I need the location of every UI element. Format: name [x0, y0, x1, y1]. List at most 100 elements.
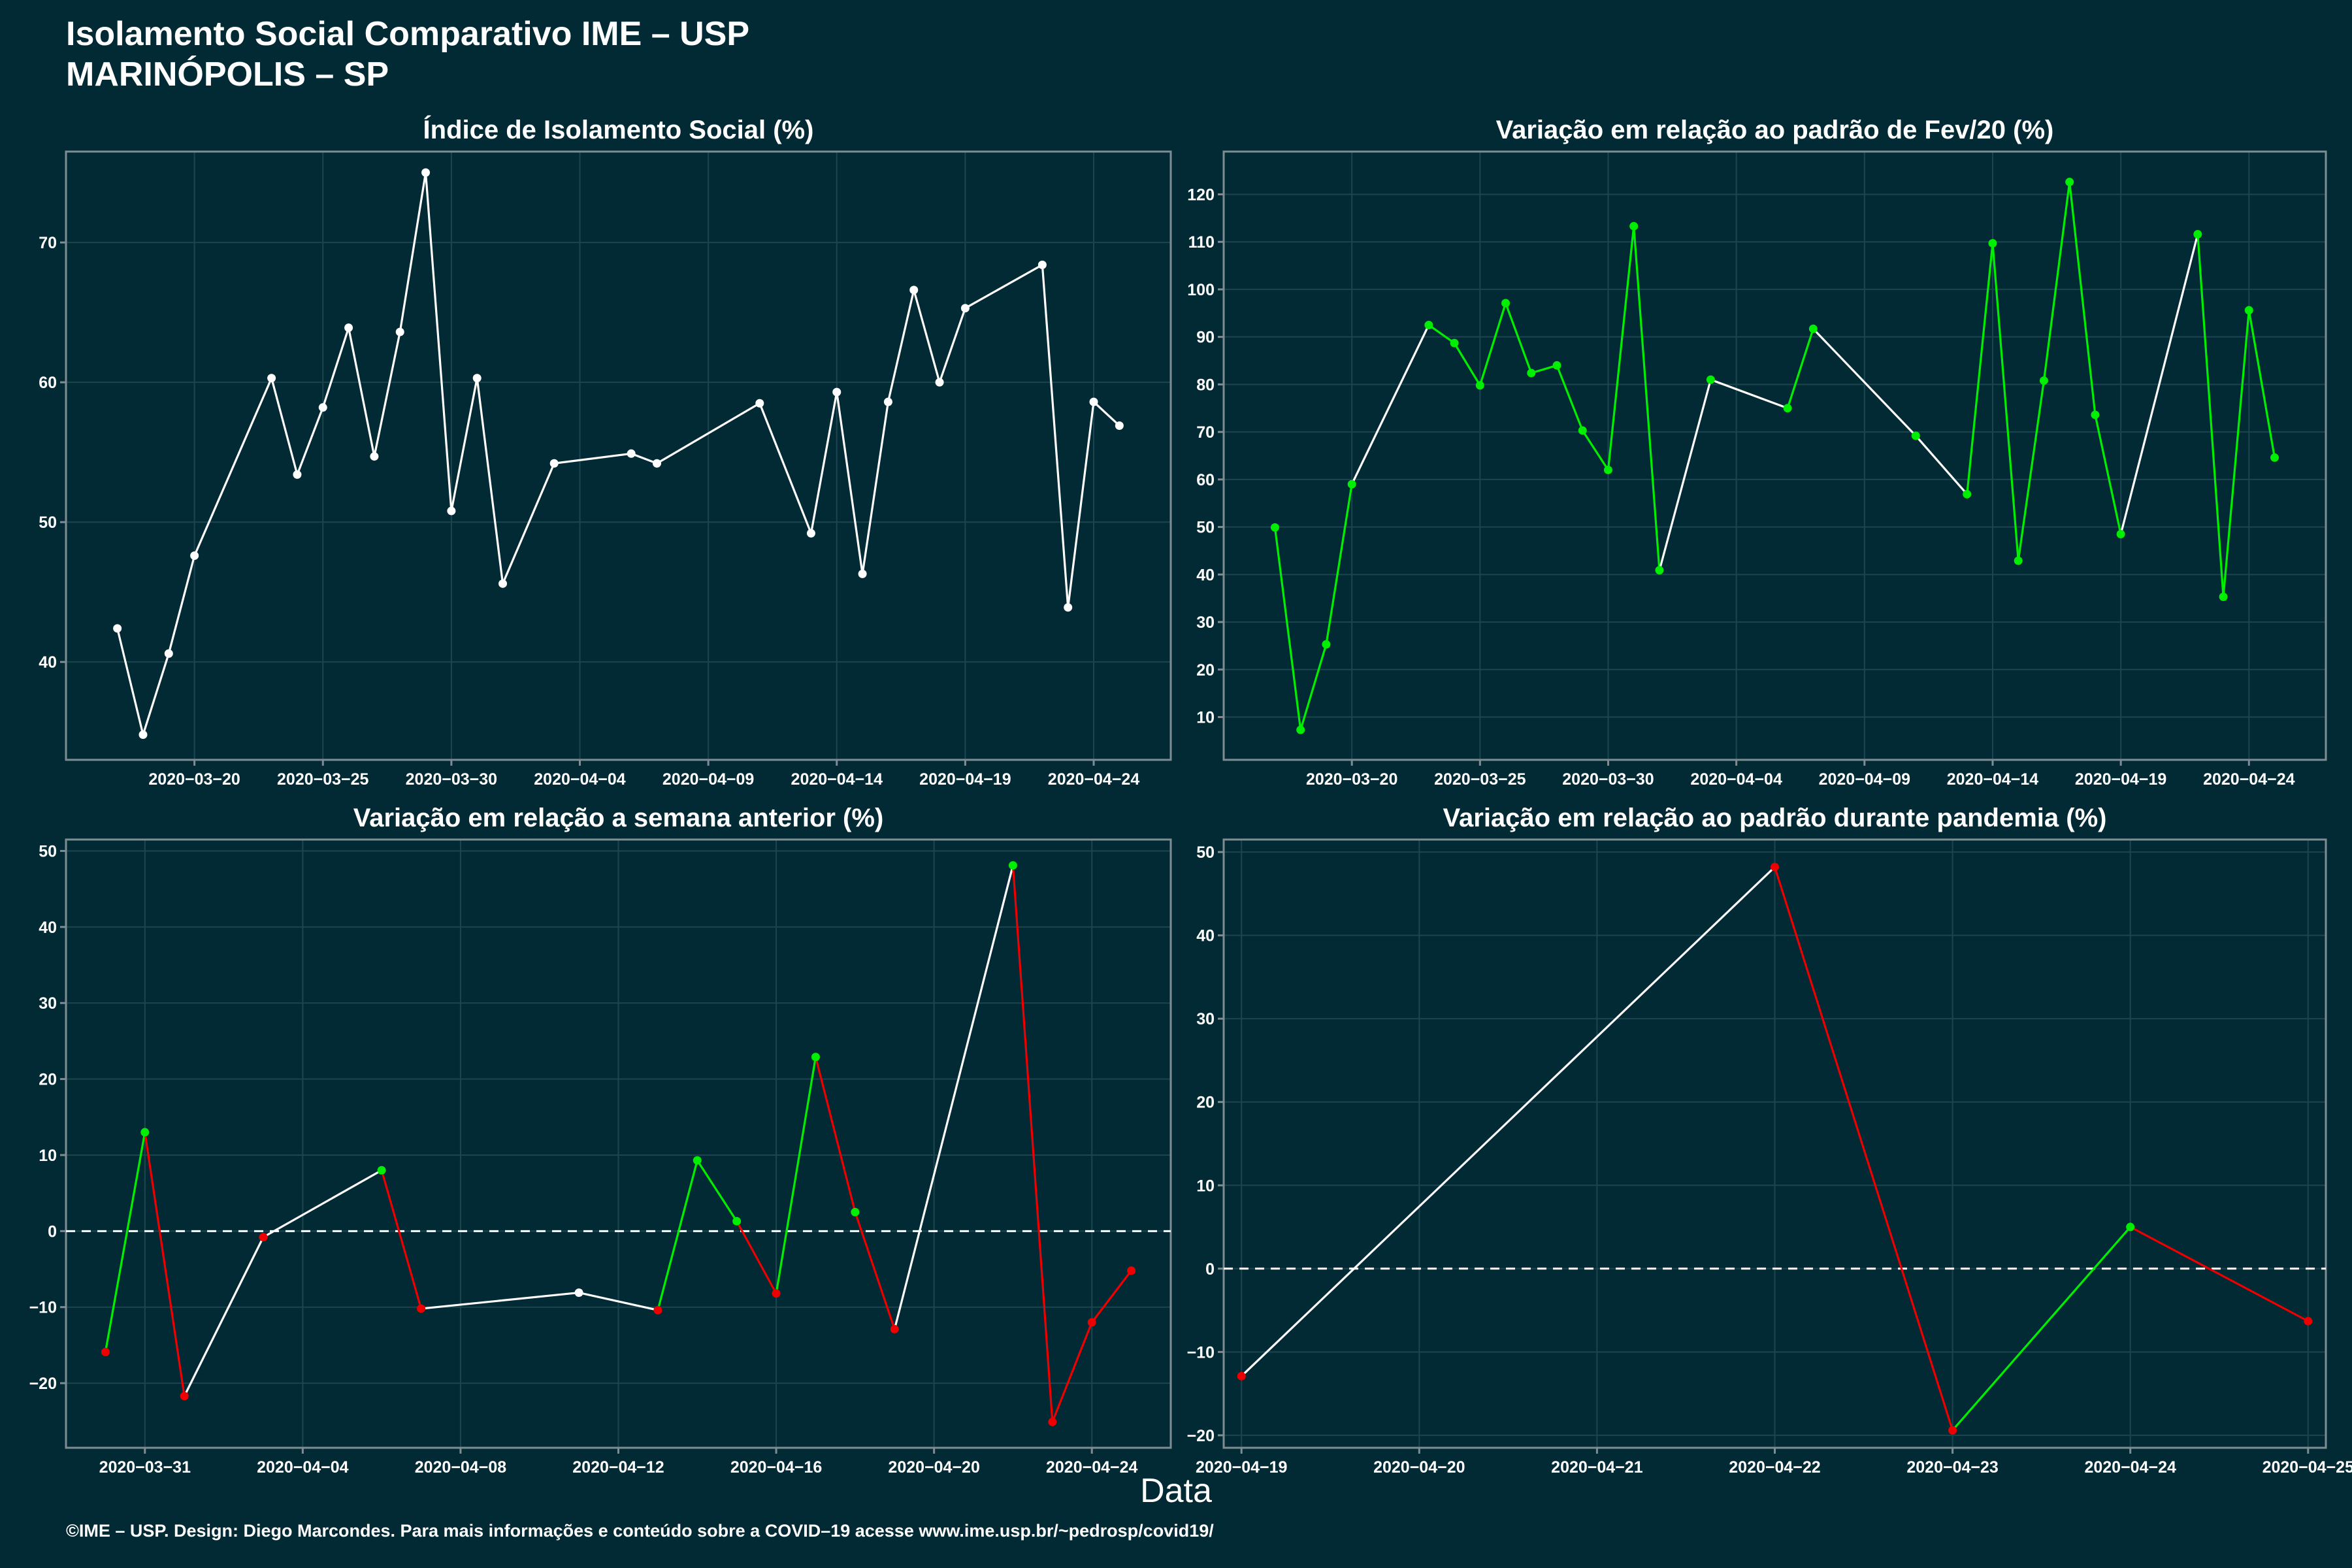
- data-point: [693, 1156, 702, 1165]
- series-segment: [630, 452, 659, 465]
- y-tick-label: 50: [1196, 843, 1215, 862]
- data-point: [1296, 725, 1305, 734]
- data-point: [1948, 1426, 1957, 1435]
- series-segment: [193, 377, 273, 557]
- y-tick-label: −10: [29, 1299, 57, 1317]
- data-point: [1706, 375, 1715, 384]
- y-tick-label: 10: [1196, 709, 1215, 727]
- series-segment: [424, 171, 453, 512]
- series-segment: [775, 1056, 817, 1295]
- chart-title: Variação em relação ao padrão durante pa…: [1443, 804, 2107, 832]
- chart-variation-feb: Variação em relação ao padrão de Fev/20 …: [1187, 116, 2327, 789]
- series-segment: [2129, 1226, 2310, 1322]
- series-segment: [1453, 342, 1481, 387]
- data-point: [113, 624, 122, 633]
- series-segment: [814, 1056, 857, 1213]
- series-segment: [2017, 379, 2046, 562]
- page-subtitle: MARINÓPOLIS – SP: [66, 56, 389, 93]
- y-tick-label: 40: [1196, 566, 1215, 584]
- series-segment: [1041, 263, 1070, 609]
- y-tick-label: 20: [1196, 661, 1215, 679]
- data-point: [447, 506, 456, 515]
- data-point: [732, 1217, 742, 1226]
- data-point: [344, 323, 353, 333]
- data-point: [2244, 306, 2253, 315]
- series-segment: [1633, 225, 1661, 572]
- data-point: [293, 470, 302, 479]
- series-segment: [553, 452, 632, 465]
- data-point: [1064, 603, 1073, 612]
- series-segment: [1478, 302, 1507, 387]
- x-tick-label: 2020−04−22: [1729, 1458, 1820, 1477]
- series-segment: [116, 627, 144, 736]
- y-tick-label: 40: [1196, 927, 1215, 945]
- data-point: [1008, 861, 1017, 870]
- y-tick-label: 70: [1196, 423, 1215, 442]
- y-tick-label: 30: [39, 994, 57, 1013]
- data-point: [1988, 238, 1997, 248]
- series-segment: [1092, 400, 1120, 427]
- data-point: [1578, 426, 1587, 435]
- series-segment: [2197, 233, 2225, 598]
- series-segment: [1011, 864, 1054, 1424]
- series-segment: [419, 1291, 580, 1310]
- x-tick-label: 2020−04−19: [1196, 1458, 1287, 1477]
- y-tick-label: −20: [1187, 1427, 1215, 1445]
- data-point: [1037, 260, 1047, 269]
- series-segment: [1607, 225, 1635, 471]
- x-tick-label: 2020−04−25: [2262, 1458, 2352, 1477]
- series-segment: [142, 652, 170, 736]
- x-tick-label: 2020−03−25: [1434, 770, 1526, 789]
- chart-isolation-index: Índice de Isolamento Social (%) 2020−03−2…: [39, 115, 1172, 789]
- data-point: [652, 459, 661, 468]
- series-segment: [380, 1169, 423, 1310]
- x-tick-label: 2020−04−16: [730, 1458, 822, 1477]
- data-point: [318, 403, 327, 412]
- data-point: [101, 1347, 110, 1356]
- data-point: [1808, 324, 1818, 333]
- data-point: [1424, 320, 1433, 329]
- data-point: [180, 1392, 189, 1401]
- series-segment: [296, 406, 324, 476]
- series-segment: [809, 391, 838, 534]
- data-point: [549, 459, 559, 468]
- y-tick-label: −10: [1187, 1343, 1215, 1362]
- x-tick-label: 2020−04−09: [662, 770, 754, 789]
- y-tick-label: 70: [39, 234, 57, 252]
- data-point: [190, 551, 199, 561]
- x-tick-label: 2020−04−14: [791, 770, 883, 789]
- x-tick-label: 2020−03−20: [148, 770, 240, 789]
- x-tick-label: 2020−04−20: [1373, 1458, 1465, 1477]
- series-segment: [657, 1159, 698, 1311]
- series-segment: [1428, 323, 1456, 344]
- data-point: [2126, 1222, 2135, 1232]
- series-segment: [1914, 434, 1968, 496]
- data-point: [2193, 230, 2202, 239]
- y-tick-label: −20: [29, 1375, 57, 1393]
- data-point: [1783, 404, 1792, 413]
- data-point: [2014, 556, 2023, 565]
- data-point: [653, 1305, 662, 1315]
- data-point: [2116, 530, 2125, 539]
- series-segment: [321, 327, 350, 409]
- data-point: [960, 304, 970, 313]
- x-tick-label: 2020−04−19: [919, 770, 1011, 789]
- x-tick-label: 2020−03−30: [406, 770, 497, 789]
- x-tick-label: 2020−03−20: [1306, 770, 1397, 789]
- data-point: [1963, 489, 1972, 498]
- y-tick-label: 0: [48, 1222, 57, 1241]
- series-segment: [1658, 378, 1712, 572]
- data-point: [370, 452, 379, 461]
- data-point: [574, 1288, 583, 1298]
- data-point: [1475, 381, 1484, 390]
- series-segment: [2119, 233, 2199, 536]
- series-segment: [913, 289, 941, 384]
- series-segment: [1581, 429, 1610, 471]
- chart-variation-pandemic: Variação em relação ao padrão durante pa…: [1187, 804, 2352, 1477]
- x-tick-label: 2020−04−24: [1048, 770, 1140, 789]
- y-tick-label: 30: [1196, 1010, 1215, 1028]
- series-segment: [1709, 378, 1789, 410]
- series-segment: [2094, 414, 2122, 536]
- y-tick-label: 10: [39, 1147, 57, 1165]
